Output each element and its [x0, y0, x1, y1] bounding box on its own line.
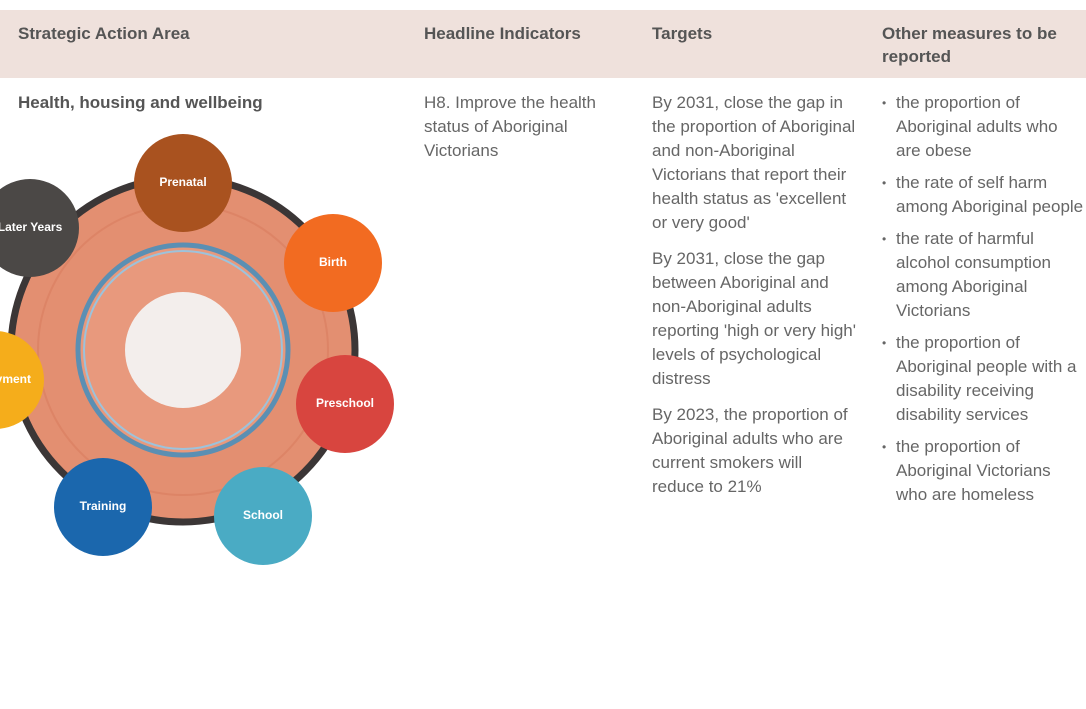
- stage-label: Preschool: [316, 396, 374, 410]
- stage-node: [134, 134, 232, 232]
- header-cell: Targets: [652, 24, 713, 43]
- target-text: By 2023, the proportion of Aboriginal ad…: [652, 405, 848, 496]
- inner-ring-edge: [83, 250, 283, 450]
- stage-label: Training: [80, 499, 127, 513]
- header-cell: Strategic Action Area: [18, 24, 190, 43]
- target-text: By 2031, close the gap in the proportion…: [652, 93, 856, 232]
- diagram: Prenatal Birth Preschool School Training Empl…: [0, 134, 394, 565]
- stage-node: [0, 179, 79, 277]
- measure-item: the proportion of Aboriginal adults who …: [882, 91, 1086, 163]
- stage-label: Prenatal: [159, 175, 206, 189]
- stage-node: [54, 458, 152, 556]
- measure-item: the rate of harmful alcohol consumption …: [882, 227, 1086, 323]
- stage-label: Later Years: [0, 220, 63, 234]
- measures: the proportion of Aboriginal adults who …: [882, 91, 1086, 515]
- measure-item: the proportion of Aboriginal Victorians …: [882, 435, 1086, 507]
- target-text: By 2031, close the gap between Aborigina…: [652, 249, 856, 388]
- stage-label: Employment: [0, 372, 31, 386]
- area-text: Health, housing and wellbeing: [18, 93, 263, 112]
- measure-item: the proportion of Aboriginal people with…: [882, 331, 1086, 427]
- stage-label: Birth: [319, 255, 347, 269]
- stage-node: [214, 467, 312, 565]
- measure-list: the proportion of Aboriginal adults who …: [882, 91, 1086, 507]
- stage-node: [296, 355, 394, 453]
- measure-item: the rate of self harm among Aboriginal p…: [882, 171, 1086, 219]
- header-row: [0, 10, 1086, 78]
- stage-label: School: [243, 508, 283, 522]
- center: [125, 292, 241, 408]
- stage-node: [0, 331, 44, 429]
- header-cell: Other measures to be reported: [882, 24, 1057, 66]
- header-cell: Headline Indicators: [424, 24, 581, 43]
- targets: By 2031, close the gap in the proportion…: [652, 91, 857, 511]
- stage-node: [284, 214, 382, 312]
- indicator-text: H8. Improve the health status of Aborigi…: [424, 93, 596, 160]
